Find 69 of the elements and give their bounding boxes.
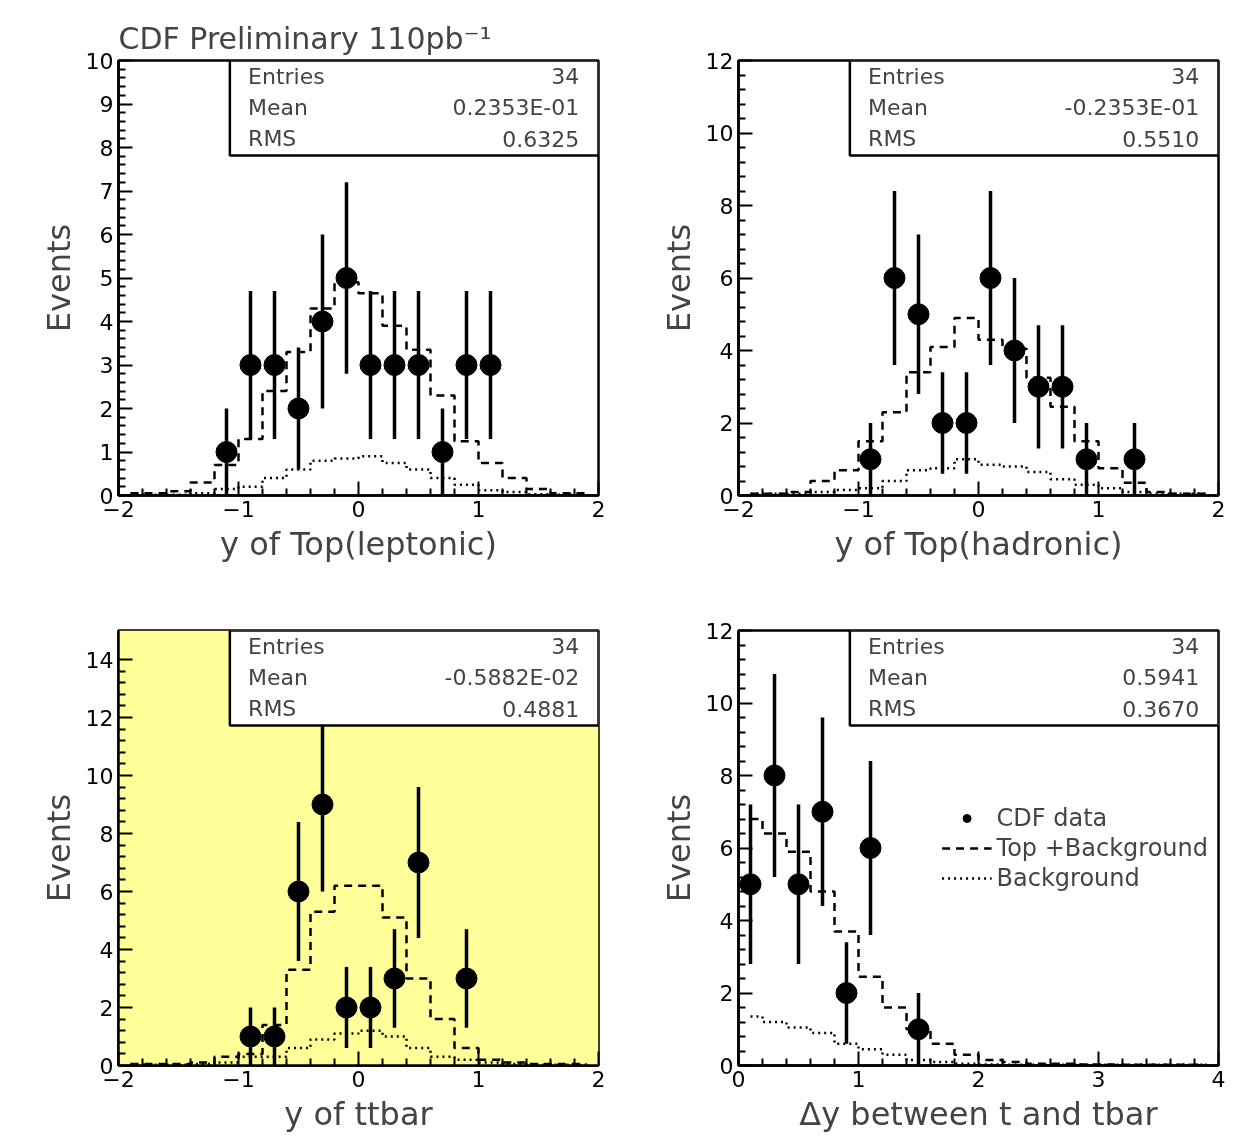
x-tick-label: 2	[1211, 496, 1226, 522]
x-tick-label: 0	[351, 496, 366, 522]
y-axis-title: Events	[39, 223, 78, 333]
y-tick-label: 2	[719, 411, 734, 436]
y-tick-label: 6	[719, 266, 734, 291]
x-axis-title: y of ttbar	[284, 1094, 434, 1133]
y-tick-label: 2	[719, 981, 734, 1006]
y-tick-label: 8	[719, 763, 734, 789]
y-tick-label: 2	[99, 995, 114, 1021]
y-tick-label: 1	[99, 440, 114, 465]
text: Entries 34	[248, 63, 580, 90]
text: Entries 34	[868, 633, 1200, 660]
x-axis-title: y of Top(leptonic)	[220, 524, 497, 563]
text: RMS 0.5510	[868, 126, 1200, 152]
y-tick-label: 4	[719, 908, 734, 934]
y-tick-label: 7	[99, 179, 114, 204]
y-axis-title: Events	[659, 793, 698, 903]
text: Mean 0.2353E-01	[248, 94, 580, 120]
text: Entries 34	[868, 63, 1200, 90]
y-tick-label: 6	[99, 879, 114, 905]
y-axis-title: Events	[39, 793, 78, 903]
x-tick-label: −1	[222, 1066, 255, 1092]
legend-label: CDF data	[996, 803, 1108, 832]
x-tick-label: 0	[351, 1066, 366, 1092]
y-tick-label: 10	[85, 763, 114, 789]
x-tick-label: 2	[591, 496, 606, 522]
y-tick-label: 10	[705, 691, 734, 716]
x-tick-label: −1	[842, 496, 875, 522]
y-tick-label: 10	[705, 121, 734, 146]
text: Mean -0.5882E-02	[248, 664, 580, 690]
y-tick-label: 8	[719, 193, 734, 219]
x-tick-label: 1	[851, 1066, 866, 1092]
text: RMS 0.6325	[248, 126, 580, 152]
text: Mean -0.2353E-01	[868, 94, 1200, 120]
y-tick-label: 4	[719, 338, 734, 364]
y-tick-label: 3	[99, 353, 114, 378]
x-tick-label: 0	[971, 496, 986, 522]
y-axis-title: Events	[659, 223, 698, 333]
y-tick-label: 5	[99, 266, 114, 291]
x-tick-label: 1	[471, 1066, 486, 1092]
y-tick-label: 6	[99, 222, 114, 248]
x-tick-label: 2	[971, 1066, 986, 1092]
legend-label: Top +Background	[996, 833, 1208, 862]
y-tick-label: 4	[99, 937, 114, 963]
text: Mean 0.5941	[868, 664, 1200, 691]
x-tick-label: −1	[222, 496, 255, 522]
x-tick-label: 3	[1091, 1066, 1106, 1092]
x-tick-label: 1	[1091, 496, 1106, 522]
x-tick-label: 2	[591, 1066, 606, 1092]
chart-title: CDF Preliminary 110pb⁻¹	[118, 20, 492, 56]
y-tick-label: 12	[705, 48, 734, 74]
x-tick-label: 1	[471, 496, 486, 522]
y-tick-label: 10	[85, 48, 114, 74]
text: RMS 0.3670	[868, 696, 1200, 722]
y-tick-label: 8	[99, 821, 114, 847]
y-tick-label: 14	[85, 647, 114, 673]
text: RMS 0.4881	[248, 696, 580, 722]
y-tick-label: 6	[719, 836, 734, 861]
y-tick-label: 8	[99, 135, 114, 161]
y-tick-label: 4	[99, 309, 114, 335]
x-tick-label: 4	[1211, 1066, 1226, 1092]
y-tick-label: 12	[85, 705, 114, 731]
y-tick-label: 2	[99, 396, 114, 422]
text: Entries 34	[248, 633, 580, 660]
y-tick-label: 9	[99, 92, 114, 117]
x-axis-title: Δy between t and tbar	[799, 1094, 1159, 1133]
y-tick-label: 12	[705, 618, 734, 644]
legend-label: Background	[996, 863, 1140, 892]
x-axis-title: y of Top(hadronic)	[834, 524, 1123, 563]
